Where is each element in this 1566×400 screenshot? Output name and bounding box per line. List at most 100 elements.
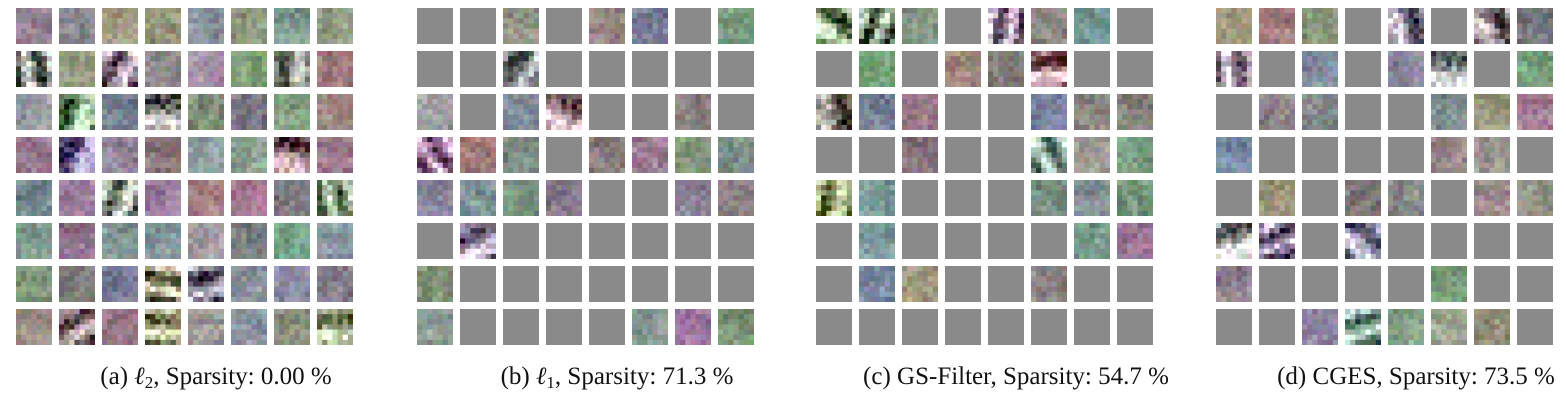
filter-patch	[1302, 94, 1338, 130]
filter-patch	[1431, 51, 1467, 87]
filter-patch	[102, 8, 138, 44]
filter-patch	[1031, 8, 1067, 44]
filter-patch	[1074, 8, 1110, 44]
pruned-filter-patch	[417, 51, 453, 87]
filter-patch	[718, 180, 754, 216]
pruned-filter-patch	[945, 180, 981, 216]
filter-patch	[718, 309, 754, 345]
pruned-filter-patch	[945, 223, 981, 259]
pruned-filter-patch	[1474, 223, 1510, 259]
filter-patch	[145, 180, 181, 216]
filter-patch	[231, 180, 267, 216]
pruned-filter-patch	[1431, 180, 1467, 216]
filter-patch	[16, 180, 52, 216]
pruned-filter-patch	[1259, 51, 1295, 87]
filter-patch	[231, 8, 267, 44]
pruned-filter-patch	[460, 94, 496, 130]
filter-patch	[1216, 8, 1252, 44]
filter-patch	[460, 223, 496, 259]
filter-patch	[102, 180, 138, 216]
filter-patch	[317, 223, 353, 259]
pruned-filter-patch	[1345, 266, 1381, 302]
pruned-filter-patch	[1259, 309, 1295, 345]
pruned-filter-patch	[902, 309, 938, 345]
filter-patch	[102, 94, 138, 130]
pruned-filter-patch	[1117, 8, 1153, 44]
filter-patch	[503, 51, 539, 87]
filter-patch	[188, 51, 224, 87]
pruned-filter-patch	[1031, 309, 1067, 345]
pruned-filter-patch	[546, 309, 582, 345]
filter-patch	[188, 137, 224, 173]
pruned-filter-patch	[417, 223, 453, 259]
pruned-filter-patch	[632, 180, 668, 216]
pruned-filter-patch	[589, 309, 625, 345]
filter-patch	[546, 180, 582, 216]
pruned-filter-patch	[1074, 51, 1110, 87]
filter-patch	[16, 8, 52, 44]
pruned-filter-patch	[1031, 223, 1067, 259]
filter-patch	[59, 309, 95, 345]
pruned-filter-patch	[1259, 137, 1295, 173]
pruned-filter-patch	[546, 51, 582, 87]
filter-patch	[231, 51, 267, 87]
filter-patch	[902, 94, 938, 130]
filter-patch	[632, 8, 668, 44]
filter-patch	[59, 137, 95, 173]
pruned-filter-patch	[1117, 51, 1153, 87]
filter-patch	[675, 180, 711, 216]
filter-patch	[102, 137, 138, 173]
filter-patch	[1517, 94, 1553, 130]
filter-patch	[589, 137, 625, 173]
filter-patch	[718, 137, 754, 173]
caption-text: CGES, Sparsity: 73.5 %	[1312, 363, 1555, 390]
filter-patch	[1388, 180, 1424, 216]
filter-patch	[317, 137, 353, 173]
pruned-filter-patch	[1474, 266, 1510, 302]
pruned-filter-patch	[632, 51, 668, 87]
pruned-filter-patch	[988, 94, 1024, 130]
pruned-filter-patch	[460, 266, 496, 302]
filter-patch	[902, 266, 938, 302]
filter-patch	[317, 180, 353, 216]
caption-prefix: (b)	[500, 363, 530, 390]
filter-patch	[188, 266, 224, 302]
filter-patch	[1031, 94, 1067, 130]
pruned-filter-patch	[816, 137, 852, 173]
caption-subscript: 1	[546, 373, 555, 392]
pruned-filter-patch	[1117, 266, 1153, 302]
pruned-filter-patch	[902, 180, 938, 216]
filter-patch	[632, 309, 668, 345]
filter-patch	[1474, 180, 1510, 216]
pruned-filter-patch	[816, 51, 852, 87]
pruned-filter-patch	[546, 137, 582, 173]
filter-patch	[274, 223, 310, 259]
filter-patch	[59, 266, 95, 302]
pruned-filter-patch	[546, 266, 582, 302]
pruned-filter-patch	[902, 223, 938, 259]
pruned-filter-patch	[859, 309, 895, 345]
filter-patch	[460, 137, 496, 173]
pruned-filter-patch	[1388, 137, 1424, 173]
filter-patch	[859, 266, 895, 302]
pruned-filter-patch	[1388, 266, 1424, 302]
pruned-filter-patch	[632, 266, 668, 302]
filter-grid	[816, 8, 1153, 345]
filter-patch	[1474, 309, 1510, 345]
pruned-filter-patch	[589, 51, 625, 87]
pruned-filter-patch	[417, 8, 453, 44]
filter-patch	[1031, 266, 1067, 302]
filter-patch	[988, 8, 1024, 44]
filter-patch	[1216, 266, 1252, 302]
panel-caption: (c) GS-Filter, Sparsity: 54.7 %	[816, 363, 1216, 391]
pruned-filter-patch	[1517, 266, 1553, 302]
pruned-filter-patch	[1388, 223, 1424, 259]
filter-patch	[274, 309, 310, 345]
caption-prefix: (c)	[863, 363, 891, 390]
pruned-filter-patch	[1302, 180, 1338, 216]
pruned-filter-patch	[675, 223, 711, 259]
filter-patch	[503, 8, 539, 44]
pruned-filter-patch	[589, 266, 625, 302]
filter-patch	[188, 309, 224, 345]
pruned-filter-patch	[460, 51, 496, 87]
